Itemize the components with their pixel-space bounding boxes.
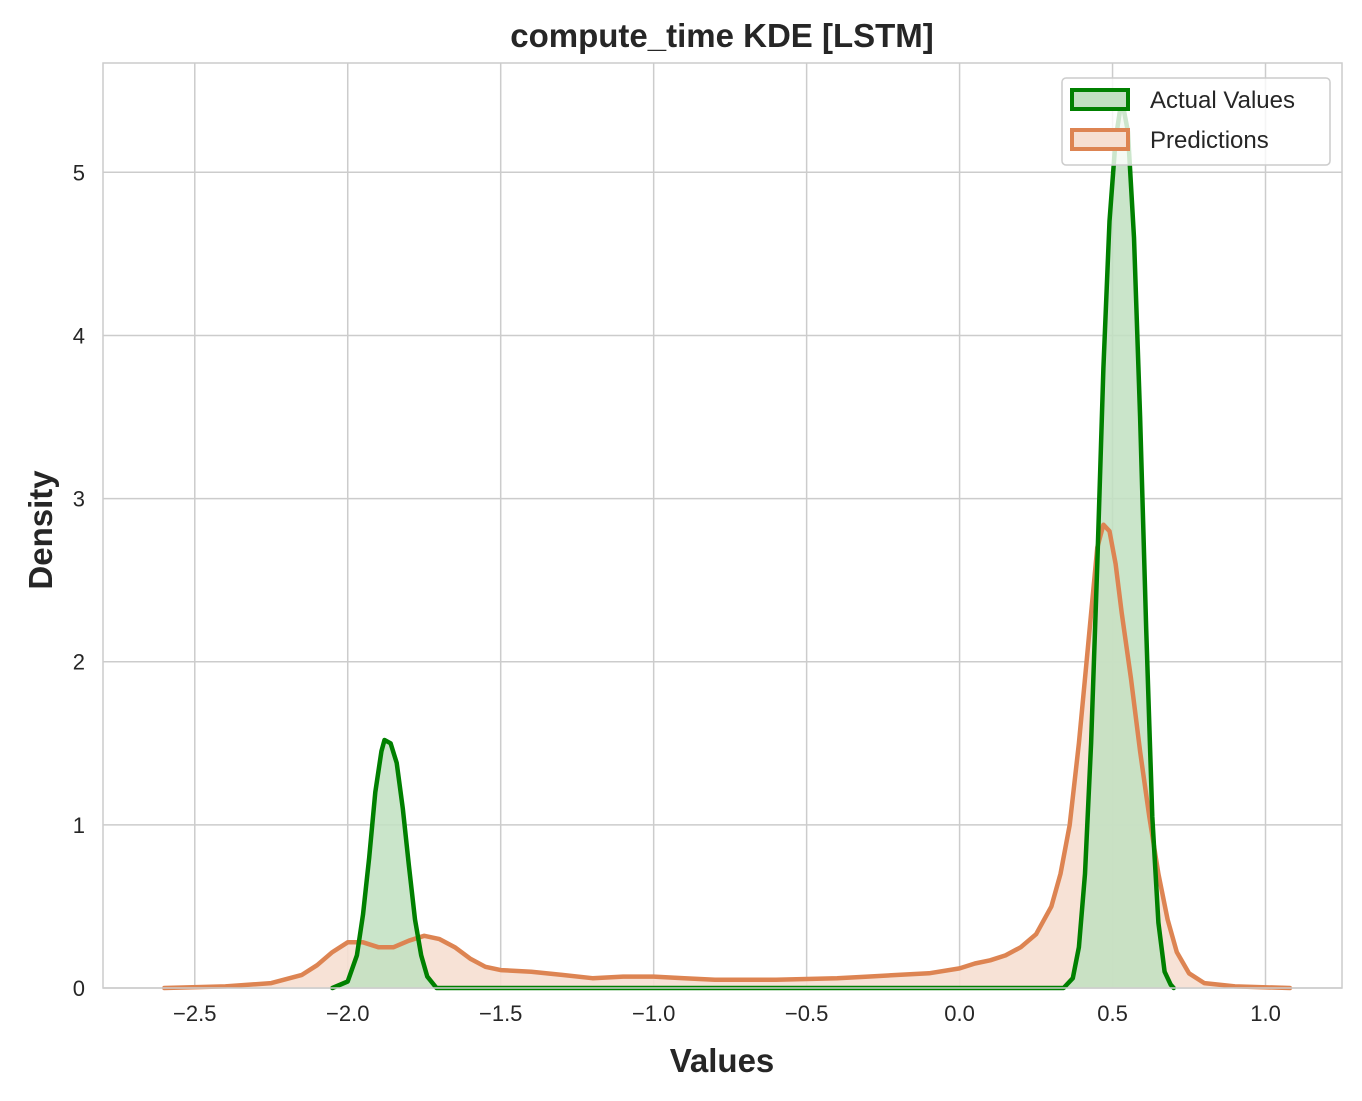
y-tick-label: 4 xyxy=(73,323,85,348)
density-line-predictions xyxy=(161,522,1293,991)
y-tick-label: 3 xyxy=(73,487,85,512)
legend-swatch-predictions xyxy=(1070,128,1130,151)
y-tick-label: 1 xyxy=(73,813,85,838)
legend-label-predictions: Predictions xyxy=(1150,127,1269,154)
y-tick-label: 5 xyxy=(73,160,85,185)
y-tick-label: 0 xyxy=(73,976,85,1001)
x-tick-label: 1.0 xyxy=(1250,1001,1281,1026)
density-lines xyxy=(161,96,1293,991)
density-line-actual-values xyxy=(330,96,1176,991)
x-tick-label: 0.0 xyxy=(944,1001,975,1026)
x-tick-label: −1.5 xyxy=(479,1001,522,1026)
x-tick-label: −1.0 xyxy=(632,1001,675,1026)
density-fills xyxy=(164,98,1291,988)
x-tick-label: −2.5 xyxy=(173,1001,216,1026)
x-tick-label: −2.0 xyxy=(326,1001,369,1026)
y-tick-label: 2 xyxy=(73,650,85,675)
x-axis-title: Values xyxy=(670,1042,775,1079)
plot-frame xyxy=(102,62,1343,989)
density-fill-actual-values xyxy=(332,98,1174,988)
x-tick-label: 0.5 xyxy=(1097,1001,1128,1026)
x-tick-label: −0.5 xyxy=(785,1001,828,1026)
chart-title: compute_time KDE [LSTM] xyxy=(510,17,934,54)
y-axis-title: Density xyxy=(22,470,59,590)
legend-swatch-actual-values xyxy=(1070,88,1130,111)
legend: Actual Values Predictions xyxy=(1061,77,1331,166)
tick-labels: −2.5 −2.0 −1.5 −1.0 −0.5 0.0 0.5 1.0 0 1 2 3 4 5 xyxy=(73,160,1281,1026)
legend-label-actual-values: Actual Values xyxy=(1150,87,1295,114)
